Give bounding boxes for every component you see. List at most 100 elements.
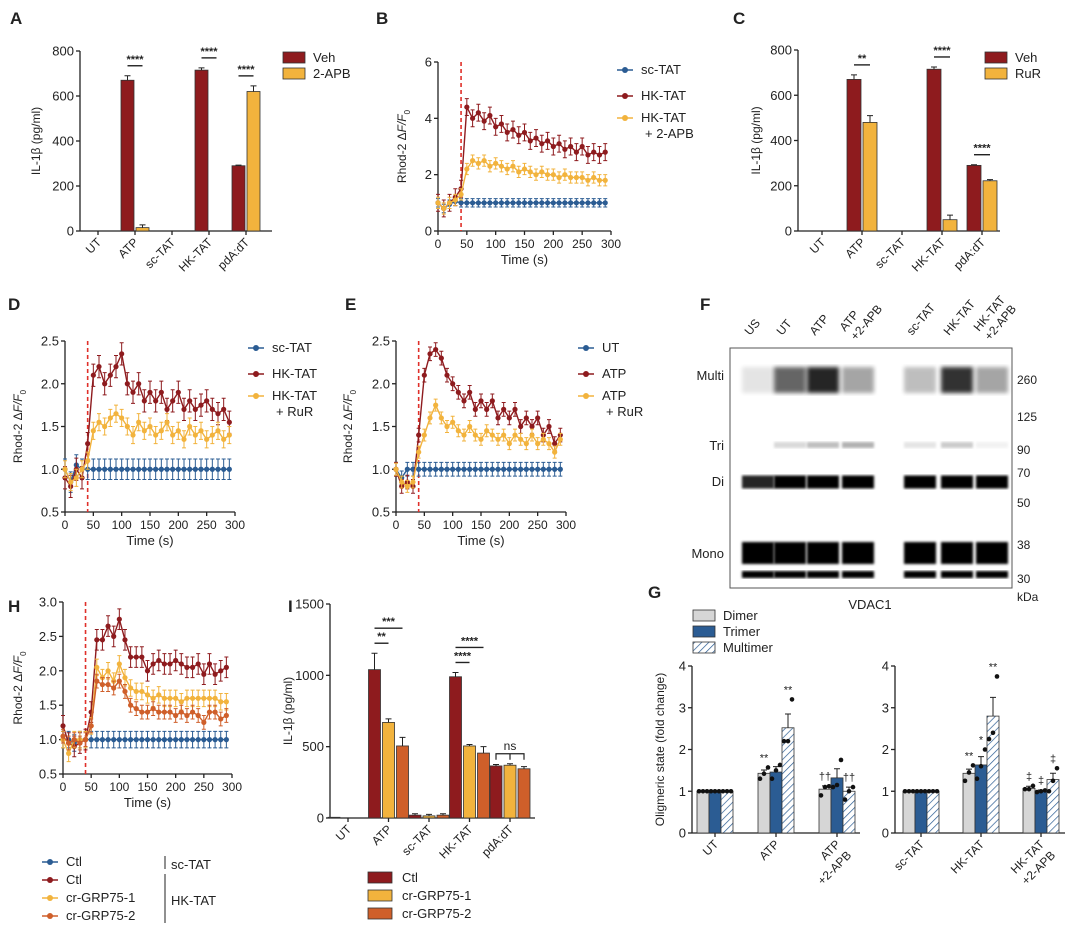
- data-point: [510, 163, 516, 169]
- blot-band-tri: [807, 442, 839, 448]
- x-tick-label: 300: [556, 518, 576, 532]
- data-point: [170, 432, 176, 438]
- error-bar: [851, 74, 857, 80]
- data-point: [192, 466, 198, 472]
- mw-marker: 260: [1017, 373, 1037, 387]
- data-point: [215, 411, 221, 417]
- legend-swatch: [282, 67, 306, 80]
- data-point: [585, 177, 591, 183]
- x-tick-label: 150: [514, 237, 534, 251]
- data-point: [421, 432, 427, 438]
- bar: [769, 771, 783, 834]
- data-point: [223, 699, 229, 705]
- legend-label: sc-TAT: [641, 62, 681, 77]
- data-point: [765, 765, 771, 770]
- data-point: [111, 633, 117, 640]
- data-point: [102, 381, 108, 387]
- data-point: [781, 738, 787, 744]
- data-point: [404, 483, 410, 489]
- data-point: [164, 406, 170, 412]
- data-point: [161, 695, 167, 701]
- data-point: [116, 616, 122, 622]
- data-point: [533, 172, 539, 178]
- data-point: [206, 695, 213, 701]
- bar: [396, 745, 409, 819]
- data-point: [506, 466, 512, 472]
- data-point: [218, 668, 224, 674]
- data-point: [484, 428, 490, 434]
- data-point: [206, 737, 213, 743]
- legend-label: HK-TAT: [641, 88, 686, 103]
- error-bar: [947, 214, 953, 220]
- data-point: [105, 623, 111, 629]
- legend-swatch: [984, 51, 1008, 64]
- data-point: [990, 730, 996, 736]
- data-point: [591, 149, 597, 155]
- panel-label-i: I: [288, 597, 293, 616]
- error-bar: [507, 763, 513, 766]
- data-point: [85, 441, 91, 447]
- data-point: [68, 479, 74, 485]
- data-point: [455, 428, 461, 434]
- data-point: [107, 415, 113, 421]
- data-point: [562, 172, 568, 178]
- legend-marker: [622, 67, 628, 73]
- data-point: [441, 205, 447, 212]
- data-point: [158, 428, 164, 434]
- legend-marker: [583, 371, 589, 377]
- data-point: [461, 398, 467, 404]
- data-point: [128, 685, 134, 691]
- blot-band-multi: [904, 367, 936, 393]
- data-point: [167, 709, 173, 715]
- legend-marker: [253, 393, 259, 399]
- data-point: [789, 697, 795, 702]
- significance-mark: ‡: [1050, 753, 1056, 765]
- data-point: [99, 681, 106, 688]
- bar: [1022, 787, 1036, 834]
- data-point: [96, 364, 102, 370]
- data-point: [498, 163, 505, 169]
- data-point: [136, 381, 142, 387]
- legend-label: ATP: [602, 388, 626, 403]
- data-point: [141, 398, 147, 404]
- error-bar: [978, 756, 984, 765]
- data-point: [399, 479, 405, 485]
- y-tick-label: 0.5: [41, 505, 59, 520]
- data-point: [102, 423, 108, 430]
- mw-unit: kDa: [1017, 590, 1039, 604]
- band-label: Mono: [691, 546, 724, 561]
- data-point: [458, 200, 464, 206]
- bar: [966, 164, 982, 232]
- data-point: [512, 432, 518, 438]
- data-point: [544, 200, 551, 206]
- data-point: [187, 398, 193, 404]
- data-point: [458, 191, 464, 197]
- data-point: [404, 466, 410, 472]
- x-tick-label: 150: [471, 518, 491, 532]
- x-tick-label: UT: [807, 235, 829, 257]
- significance-mark: **: [989, 661, 998, 673]
- y-label-part: F/F: [395, 114, 409, 133]
- x-tick-label: ATP: [369, 822, 395, 848]
- y-label-part: Rhod-2 Δ: [341, 412, 355, 463]
- data-point: [128, 654, 134, 660]
- data-point: [99, 737, 106, 743]
- data-point: [124, 381, 130, 387]
- data-point: [461, 466, 467, 472]
- legend-swatch: [367, 871, 393, 884]
- blot-band-mono-lower: [774, 571, 806, 578]
- blot-band-mono-lower: [941, 571, 973, 578]
- data-point: [464, 104, 470, 110]
- legend-label: Ctl: [402, 870, 418, 885]
- x-tick-label: 300: [222, 780, 242, 794]
- data-point: [433, 346, 439, 353]
- data-point: [527, 200, 533, 206]
- data-point: [516, 200, 522, 206]
- y-tick-label: 1.5: [372, 419, 390, 434]
- data-point: [585, 200, 591, 206]
- data-point: [221, 466, 227, 472]
- data-point: [512, 406, 518, 412]
- data-point: [173, 657, 179, 664]
- data-point: [521, 166, 528, 172]
- legend-swatch: [367, 889, 393, 902]
